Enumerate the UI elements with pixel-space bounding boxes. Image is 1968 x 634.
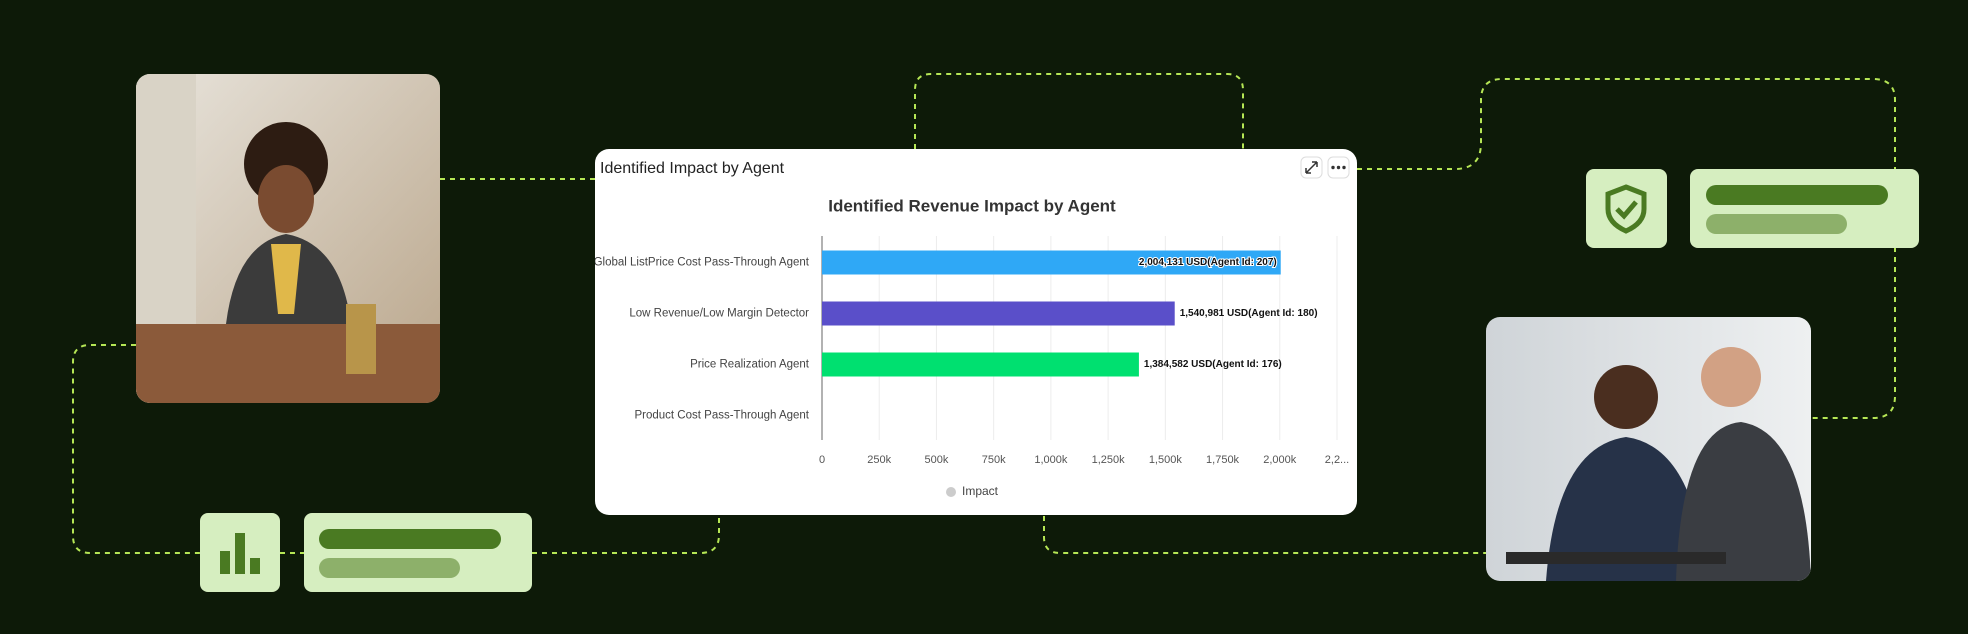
x-tick-label: 1,500k [1149, 454, 1183, 466]
x-tick-label: 0 [819, 454, 825, 466]
bar [822, 301, 1175, 326]
connector [1357, 78, 1896, 419]
y-tick-label: Price Realization Agent [690, 359, 810, 371]
y-tick-label: Low Revenue/Low Margin Detector [629, 308, 809, 320]
placeholder-card [1690, 169, 1919, 248]
value-label: 1,384,582 USD(Agent Id: 176) [1144, 359, 1282, 370]
x-tick-label: 2,2... [1325, 454, 1349, 466]
connector [72, 344, 200, 554]
chart-icon [220, 533, 260, 574]
x-tick-label: 1,000k [1034, 454, 1068, 466]
connector [1043, 516, 1486, 554]
photo-meeting [1486, 317, 1811, 581]
chart-title: Identified Revenue Impact by Agent [828, 196, 1116, 215]
x-tick-label: 250k [867, 454, 891, 466]
placeholder-line [319, 529, 501, 549]
chart: Identified Impact by Agent Identified Re… [595, 156, 1350, 498]
x-tick-label: 1,250k [1092, 454, 1126, 466]
chart-card: Identified Impact by Agent Identified Re… [595, 149, 1357, 515]
value-label: 1,540,981 USD(Agent Id: 180) [1180, 308, 1318, 319]
shield-icon [1605, 184, 1647, 234]
placeholder-line [1706, 185, 1888, 205]
x-tick-label: 500k [925, 454, 949, 466]
photo-woman [136, 74, 440, 403]
bar [822, 250, 1281, 275]
connector [280, 516, 720, 554]
y-tick-label: Global ListPrice Cost Pass-Through Agent [595, 257, 810, 269]
placeholder-card [304, 513, 532, 592]
x-tick-label: 1,750k [1206, 454, 1240, 466]
panel-title: Identified Impact by Agent [600, 160, 785, 177]
value-label: 2,004,131 USD(Agent Id: 207) [1139, 257, 1277, 268]
x-tick-label: 2,000k [1263, 454, 1297, 466]
bar [822, 352, 1139, 377]
placeholder-line [319, 558, 460, 578]
more-button[interactable] [1327, 156, 1350, 179]
legend-label: Impact [962, 484, 999, 498]
placeholder-line [1706, 214, 1847, 234]
expand-button[interactable] [1300, 156, 1323, 179]
y-tick-label: Product Cost Pass-Through Agent [634, 410, 809, 422]
x-tick-label: 750k [982, 454, 1006, 466]
legend-marker [946, 487, 956, 497]
shield-icon-tile [1586, 169, 1667, 248]
chart-icon-tile [200, 513, 280, 592]
connector [914, 73, 1244, 149]
